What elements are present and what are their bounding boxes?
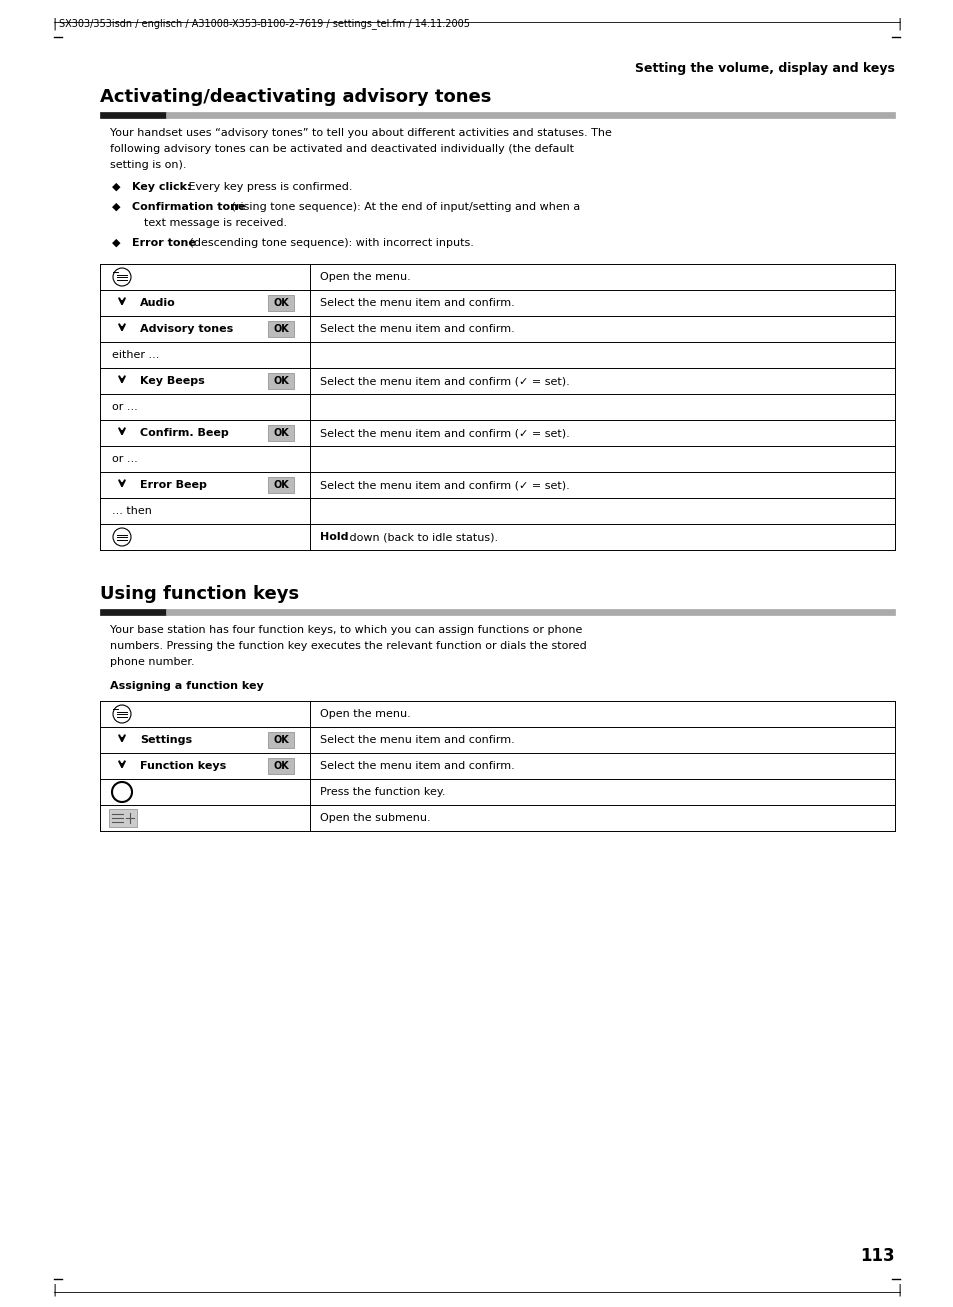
Bar [109,809,137,827]
Text: Select the menu item and confirm.: Select the menu item and confirm. [319,298,515,308]
Text: Open the submenu.: Open the submenu. [319,813,430,823]
Text: Select the menu item and confirm (✓ = set).: Select the menu item and confirm (✓ = se… [319,480,569,490]
Bar [166,609,894,616]
Bar [268,372,294,389]
Text: Audio: Audio [140,298,175,308]
Text: Error Beep: Error Beep [140,480,207,490]
Text: Assigning a function key: Assigning a function key [110,681,263,691]
Text: OK: OK [273,298,289,308]
Text: ◆: ◆ [112,203,120,212]
Text: or ...: or ... [112,403,137,412]
Text: Setting the volume, display and keys: Setting the volume, display and keys [635,61,894,74]
Text: Using function keys: Using function keys [100,586,299,603]
Text: |: | [897,1283,901,1297]
Text: |: | [52,18,56,31]
Text: ◆: ◆ [112,238,120,248]
Bar [100,609,166,616]
Text: Advisory tones: Advisory tones [140,324,233,335]
Text: Key Beeps: Key Beeps [140,376,205,386]
Text: Key click:: Key click: [132,182,192,192]
Text: Your base station has four function keys, to which you can assign functions or p: Your base station has four function keys… [110,625,581,635]
Text: Select the menu item and confirm.: Select the menu item and confirm. [319,735,515,745]
Text: down (back to idle status).: down (back to idle status). [346,532,497,542]
Text: Open the menu.: Open the menu. [319,272,411,282]
Bar [100,112,166,118]
Text: OK: OK [273,735,289,745]
Text: text message is received.: text message is received. [144,218,287,227]
Text: (rising tone sequence): At the end of input/setting and when a: (rising tone sequence): At the end of in… [228,203,579,212]
Text: SX303/353isdn / englisch / A31008-X353-B100-2-7619 / settings_tel.fm / 14.11.200: SX303/353isdn / englisch / A31008-X353-B… [59,18,470,29]
Text: OK: OK [273,376,289,386]
Text: Error tone: Error tone [132,238,195,248]
Text: ... then: ... then [112,506,152,516]
Text: OK: OK [273,427,289,438]
Text: Hold: Hold [319,532,348,542]
Text: Select the menu item and confirm (✓ = set).: Select the menu item and confirm (✓ = se… [319,376,569,386]
Bar [268,732,294,748]
Text: Confirm. Beep: Confirm. Beep [140,427,229,438]
Text: either ...: either ... [112,350,159,359]
Text: (descending tone sequence): with incorrect inputs.: (descending tone sequence): with incorre… [186,238,474,248]
Text: OK: OK [273,324,289,335]
Text: Every key press is confirmed.: Every key press is confirmed. [185,182,352,192]
Text: 113: 113 [860,1247,894,1265]
Text: setting is on).: setting is on). [110,159,186,170]
Bar [268,322,294,337]
Text: Your handset uses “advisory tones” to tell you about different activities and st: Your handset uses “advisory tones” to te… [110,128,611,139]
Text: Select the menu item and confirm.: Select the menu item and confirm. [319,324,515,335]
Bar [166,112,894,118]
Text: Settings: Settings [140,735,192,745]
Text: Press the function key.: Press the function key. [319,787,445,797]
Text: Confirmation tone: Confirmation tone [132,203,245,212]
Text: phone number.: phone number. [110,657,194,667]
Text: Function keys: Function keys [140,761,226,771]
Bar [268,295,294,311]
Text: Select the menu item and confirm (✓ = set).: Select the menu item and confirm (✓ = se… [319,427,569,438]
Text: Select the menu item and confirm.: Select the menu item and confirm. [319,761,515,771]
Text: OK: OK [273,761,289,771]
Text: ◆: ◆ [112,182,120,192]
Text: OK: OK [273,480,289,490]
Text: |: | [897,18,901,31]
Text: or ...: or ... [112,454,137,464]
Text: numbers. Pressing the function key executes the relevant function or dials the s: numbers. Pressing the function key execu… [110,640,586,651]
Text: Activating/deactivating advisory tones: Activating/deactivating advisory tones [100,88,491,106]
Text: |: | [52,1283,56,1297]
Text: Open the menu.: Open the menu. [319,708,411,719]
Text: following advisory tones can be activated and deactivated individually (the defa: following advisory tones can be activate… [110,144,574,154]
Bar [268,477,294,493]
Bar [268,758,294,774]
Bar [268,425,294,440]
